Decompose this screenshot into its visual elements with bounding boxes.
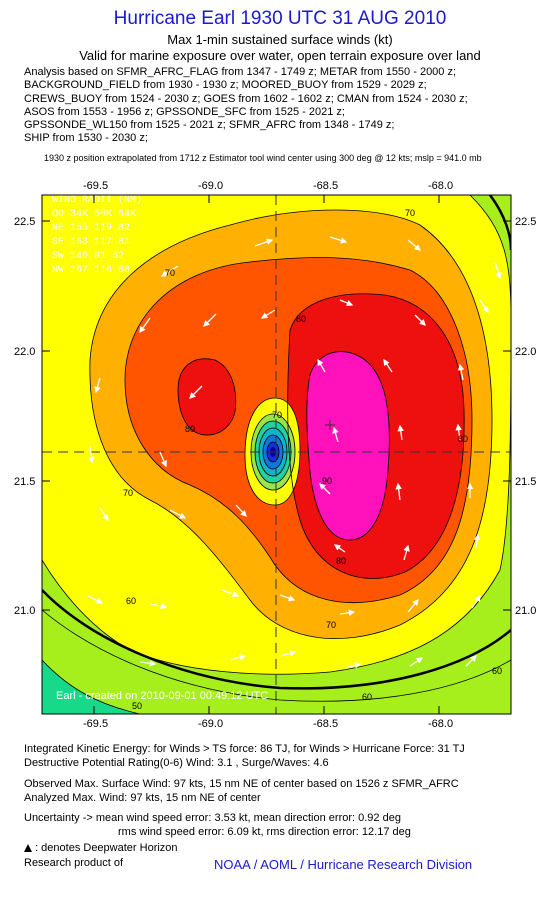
source-line: GPSSONDE_WL150 from 1525 - 2021 z; SFMR_… [24, 119, 395, 132]
lon-tick-label: -68.5 [313, 180, 338, 192]
ike-text: Integrated Kinetic Energy: for Winds > T… [24, 743, 465, 755]
validity-text: Valid for marine exposure over water, op… [79, 48, 481, 63]
max-wind-marker [325, 420, 335, 430]
contour-label: 70 [165, 268, 175, 278]
wind-vectors [87, 236, 502, 669]
lon-tick-label: -69.5 [83, 718, 108, 728]
source-line: ASOS from 1553 - 1956 z; GPSSONDE_SFC fr… [24, 105, 345, 118]
org-credit: NOAA / AOML / Hurricane Research Divisio… [214, 857, 473, 872]
analyzed-max-wind: Analyzed Max. Wind: 97 kts, 15 nm NE of … [24, 792, 261, 804]
deepwater-text: : denotes Deepwater Horizon [35, 842, 178, 854]
lat-tick-label: 22.0 [14, 346, 35, 358]
lat-tick-label: 21.0 [515, 605, 536, 617]
wind-radii-row: NE 155 119 82 [52, 223, 130, 234]
contour-label: 70 [326, 620, 336, 630]
contour-label: 90 [322, 476, 332, 486]
lat-tick-label: 22.0 [515, 346, 536, 358]
uncertainty-line-2: rms wind speed error: 6.09 kt, rms direc… [118, 826, 411, 838]
contour-label: 50 [132, 701, 142, 711]
lon-tick-label: -68.0 [428, 180, 453, 192]
contour-label: 70 [405, 208, 415, 218]
source-line: SHIP from 1530 - 2030 z; [24, 132, 148, 145]
position-note: 1930 z position extrapolated from 1712 z… [44, 153, 482, 163]
contour-labels: 70 70 80 80 80 90 70 80 70 60 70 60 60 5… [123, 208, 502, 711]
lat-tick-label: 21.0 [14, 605, 35, 617]
hurricane-force-line [42, 589, 511, 690]
lat-tick-label: 21.5 [14, 476, 35, 488]
field-100kt-west [178, 358, 236, 436]
uncertainty-line-1: Uncertainty -> mean wind speed error: 3.… [24, 812, 401, 824]
left-lat-labels: 22.5 22.0 21.5 21.0 [14, 216, 35, 617]
lon-tick-label: -68.5 [313, 718, 338, 728]
lat-tick-label: 22.5 [14, 216, 35, 228]
lat-tick-label: 21.5 [515, 476, 536, 488]
contour-label: 80 [458, 434, 468, 444]
contour-label: 60 [362, 692, 372, 702]
bottom-lon-labels: -69.5 -69.0 -68.5 -68.0 [83, 718, 453, 728]
lon-tick-label: -69.0 [198, 180, 223, 192]
lon-tick-label: -69.5 [83, 180, 108, 192]
top-lon-labels: -69.5 -69.0 -68.5 -68.0 [83, 180, 453, 192]
dpr-text: Destructive Potential Rating(0-6) Wind: … [24, 757, 329, 769]
research-label: Research product of [24, 857, 124, 869]
lon-tick-label: -69.0 [198, 718, 223, 728]
contour-label: 70 [123, 488, 133, 498]
contour-label: 70 [272, 410, 282, 420]
axis-ticks [42, 195, 511, 714]
wind-radii-row: QD 34K 50K 64K [52, 209, 136, 220]
source-line: BACKGROUND_FIELD from 1930 - 1930 z; MOO… [24, 79, 427, 92]
platform-icon [24, 844, 32, 852]
contour-label: 80 [185, 424, 195, 434]
contour-label: 60 [492, 666, 502, 676]
contour-label: 80 [336, 556, 346, 566]
wind-radii-header: WIND RADII (NM) [52, 194, 142, 206]
data-sources: Analysis based on SFMR_AFRC_FLAG from 13… [24, 66, 468, 146]
lon-tick-label: -68.0 [428, 718, 453, 728]
right-lat-labels: 22.5 22.0 21.5 21.0 [515, 216, 536, 617]
creation-stamp: Earl - created on 2010-09-01 00:49:12 UT… [56, 690, 268, 702]
field-110kt [306, 351, 390, 540]
observed-max-wind: Observed Max. Surface Wind: 97 kts, 15 n… [24, 778, 459, 790]
wind-map: 70 70 80 80 80 90 70 80 70 60 70 60 60 5… [14, 180, 536, 728]
map-title: Hurricane Earl 1930 UTC 31 AUG 2010 [113, 8, 447, 29]
wind-field: 70 70 80 80 80 90 70 80 70 60 70 60 60 5… [42, 194, 511, 714]
field-50kt [42, 660, 140, 714]
wind-radii-table: WIND RADII (NM) QD 34K 50K 64K NE 155 11… [52, 194, 142, 276]
wind-radii-row: SE 163 117 81 [52, 237, 130, 248]
contour-label: 80 [296, 314, 306, 324]
map-subtitle: Max 1-min sustained surface winds (kt) [167, 32, 393, 47]
source-line: Analysis based on SFMR_AFRC_FLAG from 13… [24, 66, 457, 78]
wind-radii-row: SW 140 91 52 [52, 251, 124, 262]
contour-label: 60 [126, 596, 136, 606]
deepwater-legend: : denotes Deepwater Horizon [24, 842, 178, 854]
lat-tick-label: 22.5 [515, 216, 536, 228]
source-line: CREWS_BUOY from 1524 - 2030 z; GOES from… [24, 92, 468, 105]
plot-frame [41, 194, 512, 715]
wind-radii-row: NW 167 116 68 [52, 265, 130, 276]
